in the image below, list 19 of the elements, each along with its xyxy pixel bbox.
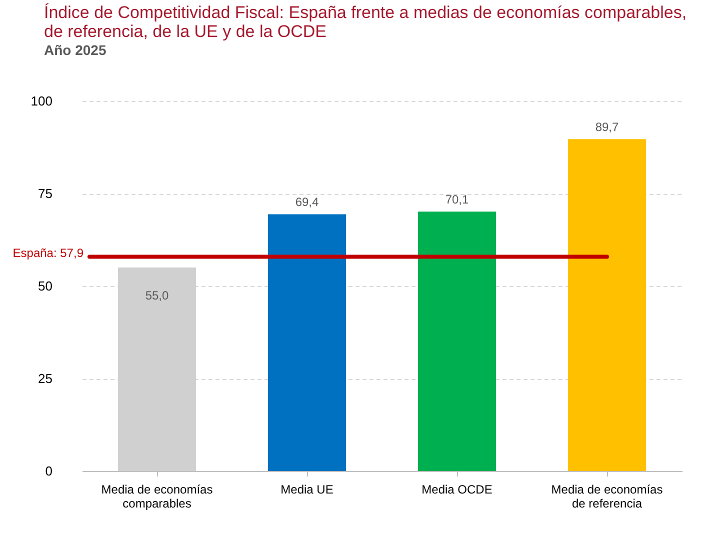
x-tick-label: Media UE [280,482,334,496]
y-tick-label: 25 [38,371,52,386]
data-label: 70,1 [445,192,469,207]
chart-subtitle: Año 2025 [44,42,106,58]
data-label: 89,7 [595,120,619,134]
y-tick-label: 0 [45,464,52,478]
bar [568,139,646,471]
chart-title: Índice de Competitividad Fiscal: España frente a medias de economías comparables, de referencia, de la UE y de la OCDE [44,3,687,41]
y-tick-label: 75 [38,186,52,201]
y-tick-label: 50 [38,278,52,294]
data-label: 55,0 [145,288,169,302]
x-tick-label: Media de economías comparables [101,482,213,510]
x-tick-label: Media de economías de referencia [551,482,663,510]
bar [418,212,496,471]
data-label: 69,4 [295,195,319,210]
y-tick-label: 100 [30,94,52,108]
bar [268,214,346,471]
ref-line-label: España: 57,9 [12,246,84,260]
x-tick-label: Media OCDE [422,482,492,496]
